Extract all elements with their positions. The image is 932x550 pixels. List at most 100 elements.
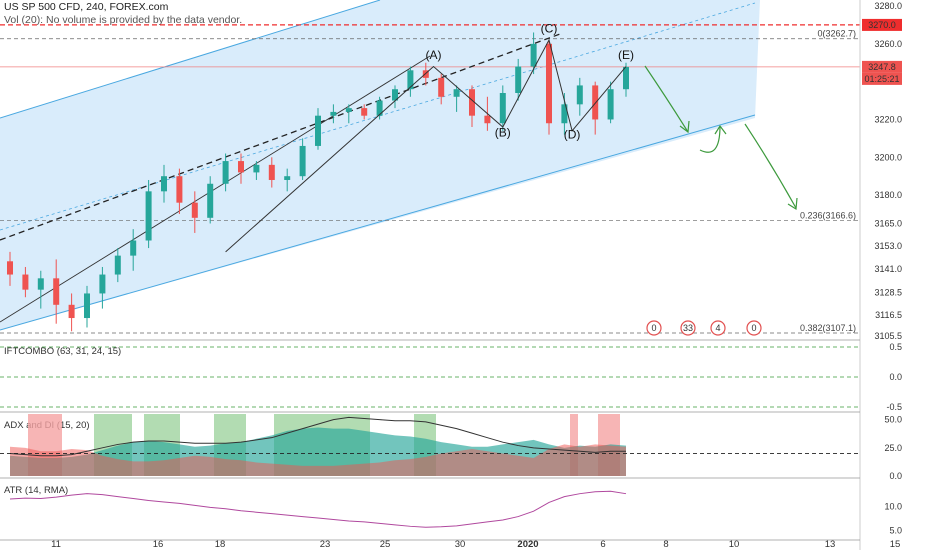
candle-body (561, 104, 568, 124)
candle-body (253, 164, 260, 173)
price-tick-label: 3105.5 (874, 331, 902, 341)
price-tick-label: 3141.0 (874, 264, 902, 274)
projection-arrowhead-3 (787, 197, 798, 211)
price-badge-label: 3270.0 (868, 20, 896, 30)
candle-body (222, 161, 229, 184)
candle-body (191, 202, 198, 218)
volume-note: Vol (20): No volume is provided by the d… (4, 14, 243, 26)
candle-body (592, 85, 599, 120)
candle-body (114, 255, 121, 275)
wave-label: (D) (564, 127, 581, 141)
date-tick-label: 6 (600, 539, 605, 550)
candle-body (607, 89, 614, 120)
date-tick-label: 23 (320, 539, 331, 550)
candle-body (130, 240, 137, 256)
price-badge (862, 60, 902, 73)
adx-line (9, 416, 626, 457)
price-tick-label: 3180.0 (874, 190, 902, 200)
candle-body (68, 304, 75, 319)
channel-fill (0, 0, 760, 330)
price-tick-label: 3165.0 (874, 218, 902, 228)
event-marker-icon (680, 320, 696, 336)
candle-body (330, 111, 337, 116)
iftcombo-tick-label: -0.5 (886, 402, 902, 412)
candle-body (576, 85, 583, 105)
wave-label: (B) (495, 125, 511, 139)
projection-arrow-down-2 (744, 123, 797, 209)
candle-body (376, 100, 383, 116)
date-tick-label: 18 (215, 539, 226, 550)
wave-label: (E) (618, 48, 634, 62)
event-marker-count: 33 (683, 323, 693, 333)
event-marker-count: 4 (715, 323, 720, 333)
candle-body (546, 43, 552, 124)
date-tick-label: 25 (380, 539, 391, 550)
fib-label: 0(3262.7) (817, 29, 856, 39)
event-marker-icon (646, 320, 662, 336)
adx-regime-band (570, 414, 578, 476)
date-tick-label: 13 (825, 539, 836, 550)
price-tick-label: 3153.0 (874, 241, 902, 251)
event-marker-icon (746, 320, 762, 336)
candle-body (299, 145, 306, 177)
date-tick-label: 2020 (517, 539, 538, 550)
wave-pattern (225, 38, 627, 253)
event-marker-count: 0 (651, 323, 656, 333)
candle-body (484, 115, 491, 124)
candle-body (268, 164, 275, 180)
candle-body (438, 77, 445, 97)
fib-label: 0.236(3166.6) (800, 210, 856, 220)
candle-body (453, 89, 460, 97)
chart-title: US SP 500 CFD, 240, FOREX.com (4, 1, 169, 13)
candle-body (161, 176, 167, 192)
candle-body (284, 176, 291, 180)
candle-body (515, 66, 522, 93)
iftcombo-tick-label: 0.5 (889, 342, 902, 352)
date-tick-label: 16 (153, 539, 164, 550)
adx-tick-label: 50.0 (884, 415, 902, 425)
candle-body (361, 108, 368, 116)
candle-body (392, 89, 398, 101)
date-tick-label: 10 (729, 539, 740, 550)
projection-arrow-down-1 (644, 65, 689, 133)
date-tick-label: 15 (890, 539, 901, 550)
adx-tick-label: 0.0 (889, 471, 902, 481)
atr-tick-label: 10.0 (884, 501, 902, 511)
candle-body (84, 293, 90, 319)
candle-body (530, 43, 537, 67)
candle-body (22, 274, 29, 290)
fib-label: 0.382(3107.1) (800, 323, 856, 333)
price-tick-label: 3200.0 (874, 152, 902, 162)
candle-body (407, 70, 414, 90)
channel-upper-line (0, 0, 381, 119)
projection-arrowhead-2 (714, 124, 727, 135)
candle-body (37, 278, 44, 290)
channel-mid-line (0, 2, 756, 231)
projection-arrow-up (699, 125, 721, 153)
price-tick-label: 3220.0 (874, 114, 902, 124)
candle-body (207, 183, 214, 218)
iftcombo-tick-label: 0.0 (889, 372, 902, 382)
price-badge-label: 3247.8 (868, 62, 896, 72)
candle-body (145, 191, 152, 241)
date-tick-label: 11 (51, 539, 61, 550)
candle-body (469, 89, 475, 116)
candle-body (99, 274, 106, 294)
di-minus-area (10, 444, 626, 476)
candle-body (238, 161, 244, 173)
date-tick-label: 8 (663, 539, 668, 550)
price-badge (862, 18, 902, 31)
atr-title: ATR (14, RMA) (4, 485, 69, 496)
trendline-support (0, 55, 431, 323)
iftcombo-title: IFTCOMBO (63, 31, 24, 15) (4, 346, 122, 357)
atr-tick-label: 5.0 (889, 526, 902, 536)
wave-label: (C) (541, 21, 558, 35)
atr-line (9, 490, 627, 528)
candle-body (623, 66, 629, 90)
candle-body (176, 176, 183, 203)
price-tick-label: 3116.5 (875, 310, 902, 320)
event-marker-icon (710, 320, 726, 336)
candle-body (7, 261, 13, 275)
wave-label: (A) (426, 48, 442, 62)
